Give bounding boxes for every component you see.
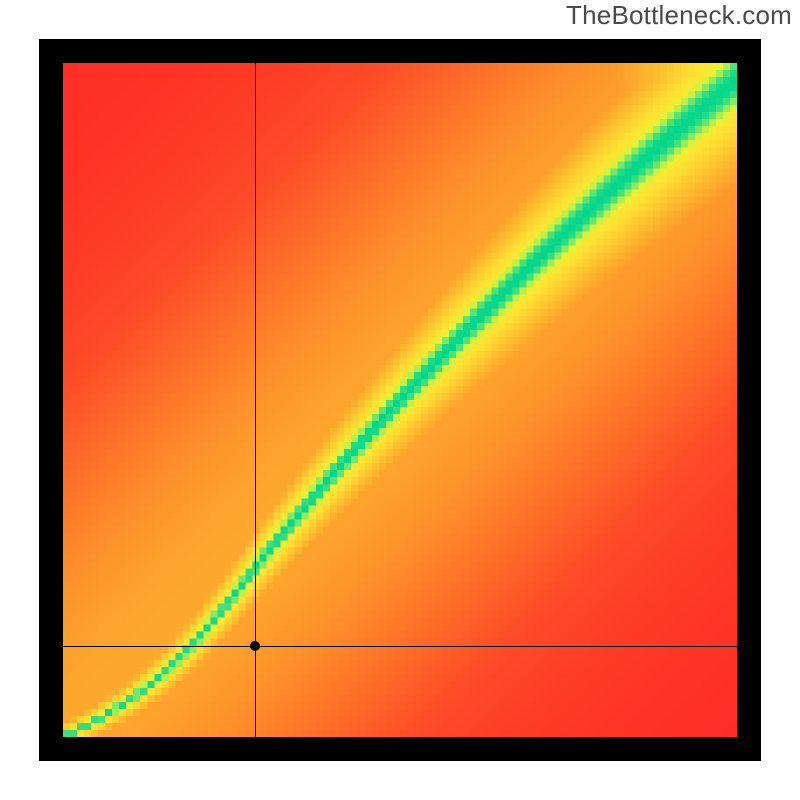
- crosshair-horizontal-line: [63, 646, 737, 647]
- page-container: TheBottleneck.com: [0, 0, 800, 800]
- chart-outer-frame: [39, 39, 761, 761]
- heatmap-plot: [63, 63, 737, 737]
- crosshair-vertical-line: [255, 63, 256, 737]
- watermark-text: TheBottleneck.com: [566, 0, 792, 31]
- heatmap-canvas: [63, 63, 737, 737]
- crosshair-marker-dot: [250, 641, 260, 651]
